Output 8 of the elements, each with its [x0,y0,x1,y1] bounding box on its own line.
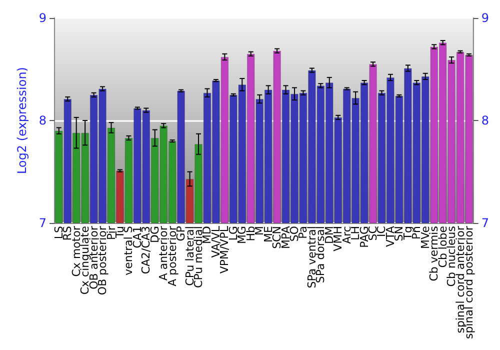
y-tick-label: 7 [38,216,47,230]
y2-tick-label: 7 [481,216,490,230]
y-axis-title: Log2 (expression) [15,67,29,174]
y2-tick-label: 9 [481,11,490,25]
x-tick-label: OB posterior [96,226,110,296]
y-tick-label: 8 [38,114,47,128]
y-tick-label: 9 [38,11,47,25]
y2-tick-label: 8 [481,114,490,128]
